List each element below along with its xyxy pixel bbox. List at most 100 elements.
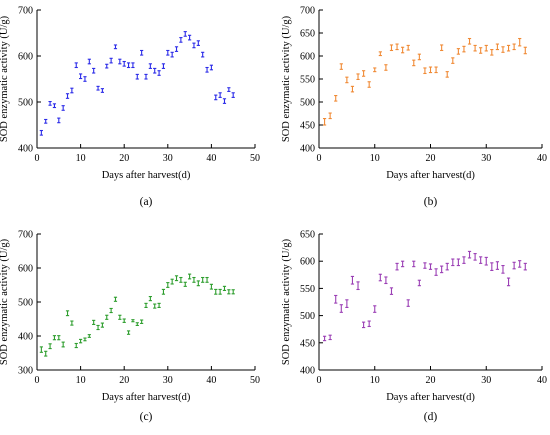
data-point [79, 338, 83, 344]
data-point [227, 289, 231, 295]
data-point [48, 100, 52, 106]
data-point [231, 92, 235, 98]
data-point [74, 342, 78, 349]
data-point [389, 44, 394, 52]
x-tick-label: 20 [426, 153, 436, 164]
data-point [188, 273, 192, 280]
data-point [222, 98, 227, 104]
data-point [65, 310, 70, 317]
x-tick-label: 30 [481, 153, 491, 164]
data-point [166, 49, 170, 56]
y-tick-label: 400 [300, 366, 315, 377]
data-point [456, 48, 460, 55]
data-point [122, 60, 126, 67]
data-point [153, 303, 157, 309]
x-tick-label: 20 [119, 375, 129, 386]
data-point [209, 64, 213, 71]
data-point [214, 288, 218, 295]
data-point [105, 63, 109, 69]
data-point [350, 275, 355, 285]
data-point [406, 299, 410, 307]
data-point [395, 262, 399, 271]
data-point [378, 51, 382, 57]
y-axis-title: SOD enzymatic activity (U/g) [0, 15, 10, 142]
panel-label: (a) [140, 196, 153, 208]
data-point [356, 73, 360, 81]
data-point [322, 118, 327, 126]
x-axis-title: Days after harvest(d) [386, 392, 475, 403]
data-point [201, 51, 205, 58]
x-tick-label: 40 [537, 375, 547, 386]
data-point [113, 296, 118, 302]
data-point [367, 81, 371, 88]
data-point [440, 44, 444, 52]
data-point [118, 58, 122, 65]
data-point [362, 321, 366, 329]
data-point [131, 62, 135, 69]
x-tick-label: 10 [370, 153, 380, 164]
data-point [205, 66, 209, 73]
data-point [105, 314, 109, 320]
data-point [412, 59, 416, 67]
chart-panel-2: 0 10 20 30 40 400 450 500 550 600 650 700 Days after… [281, 6, 547, 209]
panel-label: (b) [424, 196, 438, 208]
data-point [109, 307, 113, 314]
data-point [473, 253, 477, 261]
y-axis-title: SOD enzymatic activity (U/g) [281, 238, 292, 365]
data-point [518, 260, 522, 268]
data-point [490, 49, 494, 56]
data-point [113, 44, 118, 50]
y-tick-label: 450 [300, 338, 315, 349]
data-point [456, 258, 460, 267]
data-point [445, 71, 449, 78]
data-point [479, 256, 483, 264]
data-point [231, 289, 235, 295]
data-point [506, 277, 511, 287]
data-point [135, 322, 139, 327]
data-point [39, 346, 43, 353]
data-point [384, 64, 388, 71]
data-point [412, 260, 416, 268]
x-tick-label: 30 [163, 375, 173, 386]
data-point [170, 51, 174, 58]
data-point [512, 261, 516, 270]
data-point [467, 250, 472, 259]
data-point [74, 62, 78, 69]
data-point [484, 44, 488, 52]
data-point [126, 330, 131, 335]
data-point [417, 279, 421, 287]
data-point [192, 276, 196, 283]
data-point [179, 37, 183, 43]
y-tick-label: 550 [300, 284, 315, 295]
data-point [96, 85, 100, 91]
x-tick-label: 50 [250, 375, 260, 386]
y-tick-label: 500 [300, 311, 315, 322]
data-point [345, 76, 349, 84]
y-tick-label: 700 [18, 6, 33, 17]
y-tick-label: 500 [18, 98, 33, 109]
data-point [161, 288, 166, 295]
x-axis-title: Days after harvest(d) [102, 392, 191, 403]
data-point [401, 260, 405, 268]
y-tick-label: 650 [300, 29, 315, 40]
data-point [83, 337, 87, 342]
y-tick-label: 700 [18, 230, 33, 241]
data-point [401, 46, 405, 54]
data-point [523, 46, 527, 55]
y-tick-label: 600 [18, 264, 33, 275]
data-point [61, 105, 65, 111]
x-tick-label: 20 [426, 375, 436, 386]
data-point [428, 263, 433, 270]
data-point [44, 350, 48, 357]
x-tick-label: 0 [317, 375, 322, 386]
data-point [462, 45, 466, 53]
data-point [87, 58, 91, 65]
data-point [57, 117, 61, 124]
data-point [339, 63, 343, 70]
data-point [345, 299, 349, 308]
data-point [451, 258, 455, 267]
x-tick-label: 0 [35, 153, 40, 164]
data-point [183, 31, 187, 37]
